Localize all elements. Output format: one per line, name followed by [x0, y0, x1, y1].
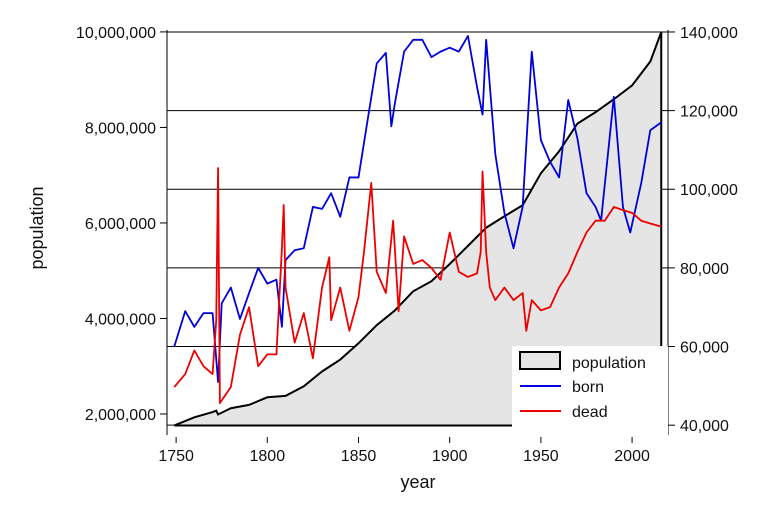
- born-line: [173, 34, 662, 383]
- dead-line: [173, 167, 662, 405]
- x-tick-label: 1900: [432, 448, 468, 465]
- x-tick-label: 1850: [341, 448, 377, 465]
- right-tick-label: 100,000: [680, 182, 738, 199]
- right-tick-label: 140,000: [680, 25, 738, 42]
- legend-label-dead: dead: [572, 404, 608, 421]
- legend-label-population: population: [572, 355, 646, 372]
- x-tick-label: 2000: [614, 448, 650, 465]
- right-tick-label: 60,000: [680, 340, 729, 357]
- right-tick-label: 120,000: [680, 104, 738, 121]
- left-tick-label: 6,000,000: [85, 216, 156, 233]
- legend-label-born: born: [572, 379, 604, 396]
- population-area: [173, 31, 663, 427]
- x-axis-label: year: [400, 472, 435, 492]
- x-tick-label: 1950: [523, 448, 559, 465]
- population-area-group: [173, 31, 663, 427]
- right-tick-label: 40,000: [680, 418, 729, 435]
- left-tick-label: 8,000,000: [85, 120, 156, 137]
- series-lines: [173, 34, 662, 405]
- left-tick-label: 4,000,000: [85, 311, 156, 328]
- left-tick-label: 2,000,000: [85, 407, 156, 424]
- x-tick-label: 1750: [158, 448, 194, 465]
- x-tick-label: 1800: [250, 448, 286, 465]
- right-tick-label: 80,000: [680, 261, 729, 278]
- axes: 40,000 60,000 80,000 100,000 120,000 140,000 2…: [76, 25, 738, 465]
- left-tick-label: 10,000,000: [76, 25, 156, 42]
- y-axis-label: population: [27, 186, 47, 269]
- legend: population born dead: [512, 346, 668, 435]
- legend-swatch-population: [519, 351, 561, 370]
